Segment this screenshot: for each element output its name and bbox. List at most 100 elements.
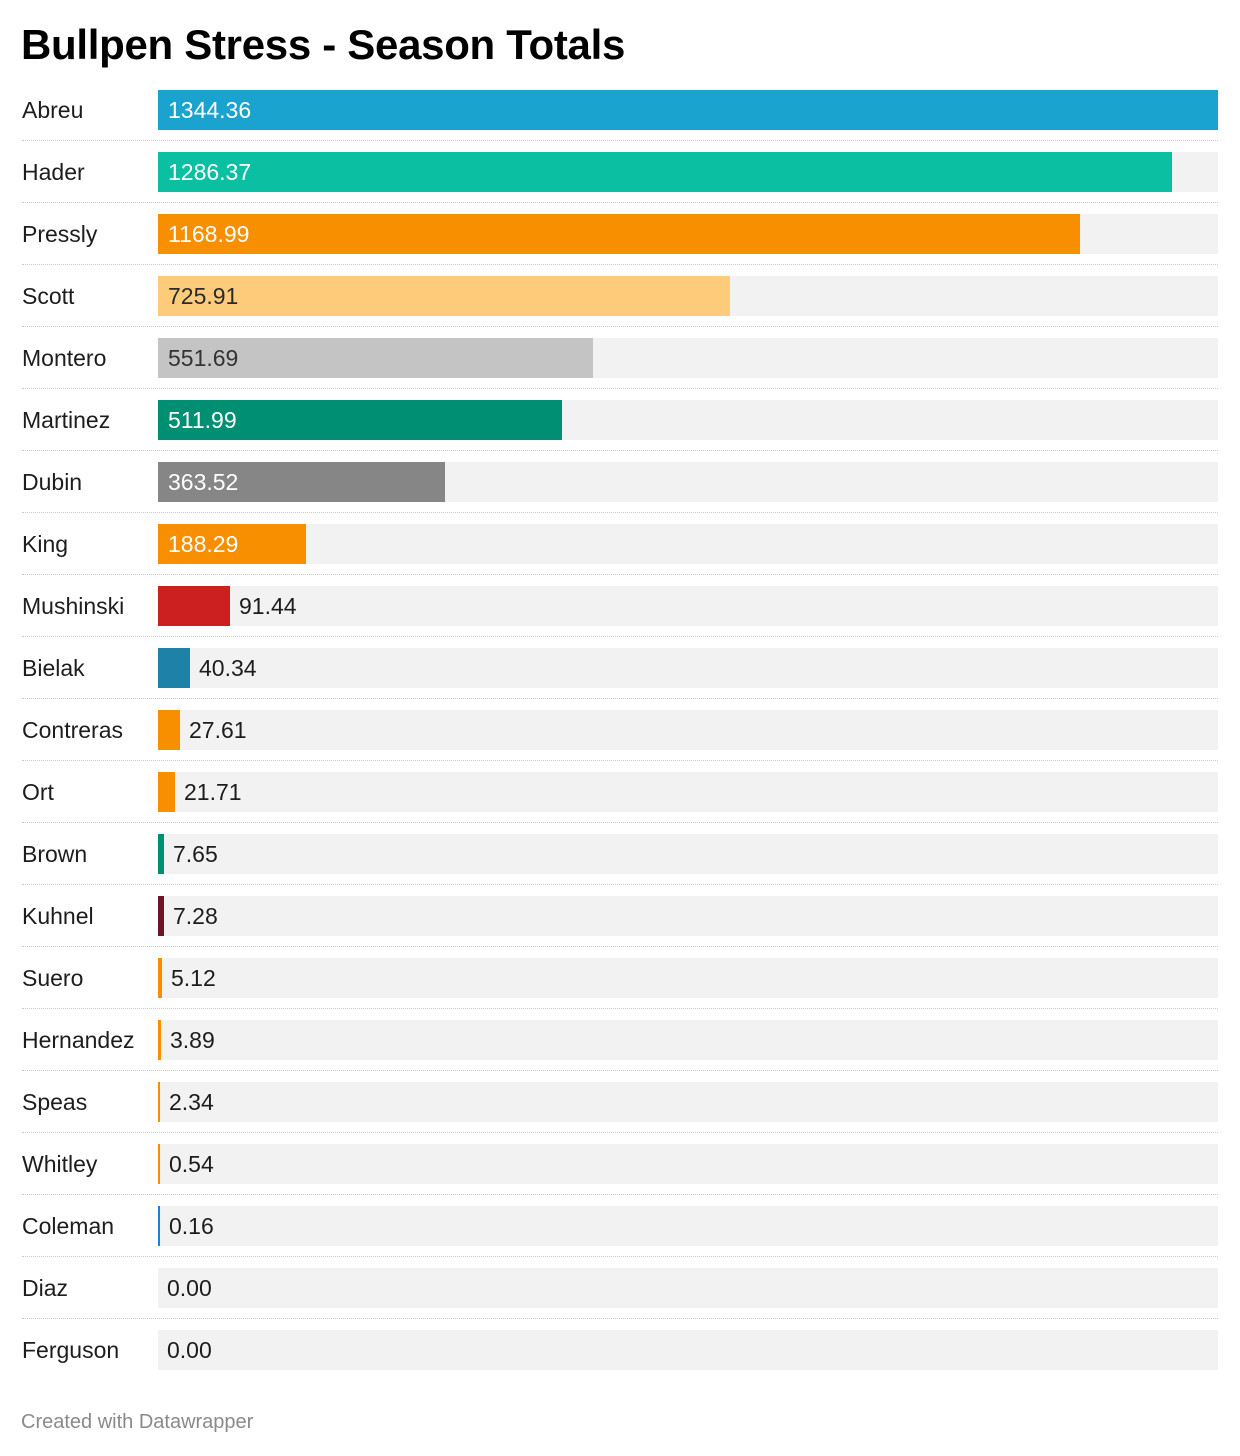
bar-track: 2.34	[158, 1082, 1218, 1122]
bar[interactable]	[158, 214, 1080, 254]
category-label: Dubin	[22, 469, 83, 495]
bar-track: 725.91	[158, 276, 1218, 316]
bar[interactable]	[158, 896, 164, 936]
bar-row: Mushinski 91.44	[22, 586, 1218, 637]
category-label: Coleman	[22, 1213, 115, 1239]
value-label: 0.16	[169, 1213, 214, 1239]
value-label: 551.69	[168, 345, 239, 371]
bar[interactable]	[158, 400, 562, 440]
value-label: 0.54	[169, 1151, 214, 1177]
category-label: Diaz	[22, 1275, 69, 1301]
value-label: 725.91	[168, 283, 239, 309]
value-label: 1344.36	[168, 97, 252, 123]
bar[interactable]	[158, 586, 230, 626]
value-label: 27.61	[189, 717, 247, 743]
chart-title: Bullpen Stress - Season Totals	[21, 21, 626, 68]
value-label: 21.71	[184, 779, 242, 805]
bar[interactable]	[158, 276, 730, 316]
row-divider	[22, 636, 1218, 637]
bar-row: Speas 2.34	[22, 1082, 1218, 1133]
category-label: Kuhnel	[22, 903, 94, 929]
bar-row: Diaz 0.00	[22, 1268, 1218, 1319]
row-divider	[22, 202, 1218, 203]
bar-row: Whitley 0.54	[22, 1144, 1218, 1195]
bar-track: 40.34	[158, 648, 1218, 688]
bar-track: 3.89	[158, 1020, 1218, 1060]
bar-track: 1168.99	[158, 214, 1218, 254]
category-label: Suero	[22, 965, 84, 991]
bar-row: Ort 21.71	[22, 772, 1218, 823]
row-divider	[22, 574, 1218, 575]
row-divider	[22, 1256, 1218, 1257]
bar[interactable]	[158, 90, 1218, 130]
category-label: Abreu	[22, 97, 84, 123]
row-divider	[22, 822, 1218, 823]
bar[interactable]	[158, 1206, 160, 1246]
row-divider	[22, 884, 1218, 885]
category-label: Hernandez	[22, 1027, 135, 1053]
value-label: 1286.37	[168, 159, 252, 185]
bar-row: Contreras 27.61	[22, 710, 1218, 761]
value-label: 91.44	[239, 593, 297, 619]
value-label: 7.28	[173, 903, 218, 929]
row-divider	[22, 1008, 1218, 1009]
bar-row: Ferguson 0.00	[22, 1330, 1218, 1370]
value-label: 5.12	[171, 965, 216, 991]
bar[interactable]	[158, 710, 180, 750]
bar-row: Brown 7.65	[22, 834, 1218, 885]
row-divider	[22, 326, 1218, 327]
bar-track: 7.28	[158, 896, 1218, 936]
value-label: 363.52	[168, 469, 239, 495]
bar[interactable]	[158, 338, 593, 378]
bar-row: King 188.29	[22, 524, 1218, 575]
bar-track: 188.29	[158, 524, 1218, 564]
row-divider	[22, 1132, 1218, 1133]
bar[interactable]	[158, 772, 175, 812]
row-divider	[22, 698, 1218, 699]
bar[interactable]	[158, 462, 445, 502]
category-label: Hader	[22, 159, 85, 185]
bar-row: Dubin 363.52	[22, 462, 1218, 513]
row-divider	[22, 1070, 1218, 1071]
category-label: Contreras	[22, 717, 123, 743]
category-label: King	[22, 531, 69, 557]
category-label: Martinez	[22, 407, 111, 433]
bar[interactable]	[158, 1144, 160, 1184]
bar-row: Kuhnel 7.28	[22, 896, 1218, 947]
bar-track: 0.54	[158, 1144, 1218, 1184]
bar-row: Scott 725.91	[22, 276, 1218, 327]
bar[interactable]	[158, 1020, 161, 1060]
bar-track: 511.99	[158, 400, 1218, 440]
bar-track: 21.71	[158, 772, 1218, 812]
bar[interactable]	[158, 524, 306, 564]
footer-credit[interactable]: Created with Datawrapper	[21, 1411, 254, 1433]
category-label: Bielak	[22, 655, 85, 681]
row-divider	[22, 450, 1218, 451]
bar-row: Abreu 1344.36	[22, 90, 1218, 141]
value-label: 7.65	[173, 841, 218, 867]
category-label: Montero	[22, 345, 107, 371]
bar[interactable]	[158, 834, 164, 874]
bar-row: Hernandez 3.89	[22, 1020, 1218, 1071]
category-label: Mushinski	[22, 593, 125, 619]
category-label: Speas	[22, 1089, 88, 1115]
value-label: 511.99	[168, 407, 237, 433]
category-label: Whitley	[22, 1151, 98, 1177]
row-divider	[22, 1194, 1218, 1195]
bar-track: 0.00	[158, 1330, 1218, 1370]
row-divider	[22, 512, 1218, 513]
value-label: 40.34	[199, 655, 257, 681]
value-label: 188.29	[168, 531, 239, 557]
row-divider	[22, 1318, 1218, 1319]
value-label: 1168.99	[168, 221, 250, 247]
bar-row: Suero 5.12	[22, 958, 1218, 1009]
bar[interactable]	[158, 152, 1172, 192]
bar-row: Pressly 1168.99	[22, 214, 1218, 265]
bar[interactable]	[158, 1082, 160, 1122]
bar[interactable]	[158, 648, 190, 688]
row-divider	[22, 140, 1218, 141]
bar-track: 363.52	[158, 462, 1218, 502]
bar[interactable]	[158, 958, 162, 998]
bar-row: Montero 551.69	[22, 338, 1218, 389]
bar-row: Martinez 511.99	[22, 400, 1218, 451]
